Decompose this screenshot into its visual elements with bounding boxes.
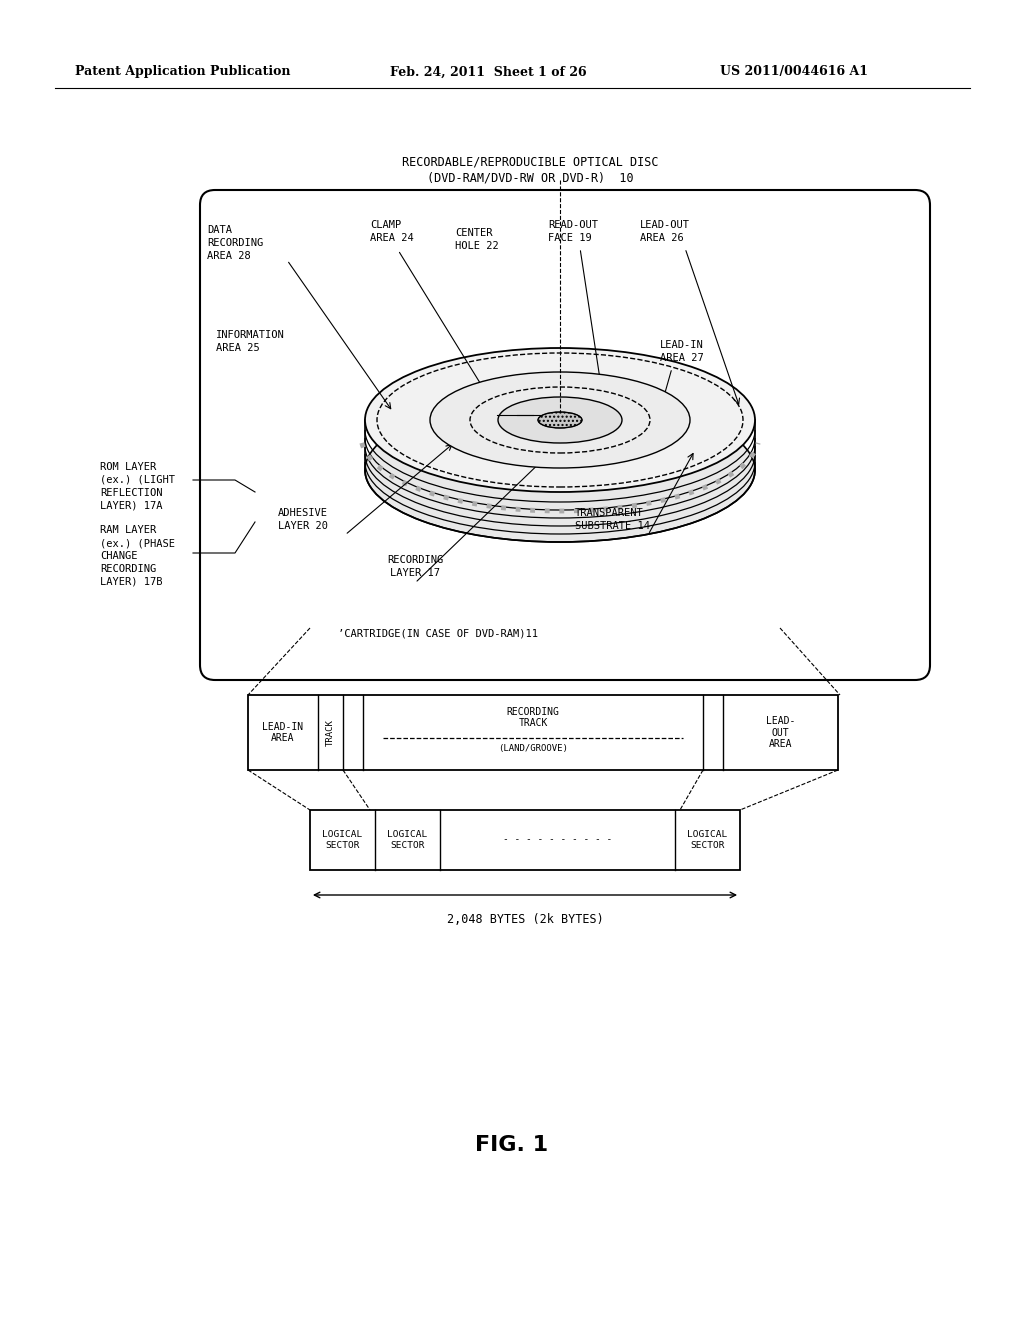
Ellipse shape xyxy=(365,399,755,543)
Ellipse shape xyxy=(498,397,622,444)
Text: LEAD-IN
AREA: LEAD-IN AREA xyxy=(262,722,303,743)
Text: LOGICAL
SECTOR: LOGICAL SECTOR xyxy=(687,830,728,850)
Text: TRACK: TRACK xyxy=(326,719,335,746)
Text: LAYER 20: LAYER 20 xyxy=(278,521,328,531)
Text: CENTER: CENTER xyxy=(455,228,493,238)
Text: FACE 19: FACE 19 xyxy=(548,234,592,243)
Text: HOLE 22: HOLE 22 xyxy=(455,242,499,251)
Text: CLAMP: CLAMP xyxy=(370,220,401,230)
Text: ADHESIVE: ADHESIVE xyxy=(278,508,328,517)
Text: LAYER) 17A: LAYER) 17A xyxy=(100,502,163,511)
Text: (DVD-RAM/DVD-RW OR DVD-R)  10: (DVD-RAM/DVD-RW OR DVD-R) 10 xyxy=(427,172,633,185)
Text: LAYER) 17B: LAYER) 17B xyxy=(100,577,163,587)
Text: LOGICAL
SECTOR: LOGICAL SECTOR xyxy=(387,830,428,850)
Text: LEAD-OUT: LEAD-OUT xyxy=(640,220,690,230)
Bar xyxy=(248,696,838,770)
Text: RECORDING: RECORDING xyxy=(100,564,157,574)
Text: RECORDING
TRACK: RECORDING TRACK xyxy=(507,706,559,729)
Bar xyxy=(310,810,740,870)
Text: RAM LAYER: RAM LAYER xyxy=(100,525,157,535)
Text: (ex.) (PHASE: (ex.) (PHASE xyxy=(100,539,175,548)
Text: AREA 27: AREA 27 xyxy=(660,352,703,363)
Text: (ex.) (LIGHT: (ex.) (LIGHT xyxy=(100,475,175,484)
Text: LEAD-IN: LEAD-IN xyxy=(660,341,703,350)
Text: AREA 26: AREA 26 xyxy=(640,234,684,243)
Text: REFLECTION: REFLECTION xyxy=(100,488,163,498)
Text: US 2011/0044616 A1: US 2011/0044616 A1 xyxy=(720,66,868,78)
Text: AREA 24: AREA 24 xyxy=(370,234,414,243)
Text: AREA 28: AREA 28 xyxy=(207,251,251,261)
Text: Feb. 24, 2011  Sheet 1 of 26: Feb. 24, 2011 Sheet 1 of 26 xyxy=(390,66,587,78)
Ellipse shape xyxy=(538,412,582,428)
Ellipse shape xyxy=(365,348,755,492)
Text: LOGICAL
SECTOR: LOGICAL SECTOR xyxy=(323,830,362,850)
Text: INFORMATION: INFORMATION xyxy=(216,330,285,341)
Text: SUBSTRATE 14: SUBSTRATE 14 xyxy=(575,521,650,531)
Text: RECORDING: RECORDING xyxy=(207,238,263,248)
Text: - - - - - - - - - -: - - - - - - - - - - xyxy=(503,836,612,845)
Text: (LAND/GROOVE): (LAND/GROOVE) xyxy=(498,744,568,754)
Text: RECORDING: RECORDING xyxy=(387,554,443,565)
Ellipse shape xyxy=(430,372,690,469)
Text: 2,048 BYTES (2k BYTES): 2,048 BYTES (2k BYTES) xyxy=(446,913,603,927)
Text: FIG. 1: FIG. 1 xyxy=(475,1135,549,1155)
Text: ʼCARTRIDGE(IN CASE OF DVD-RAM)11: ʼCARTRIDGE(IN CASE OF DVD-RAM)11 xyxy=(338,628,538,638)
Text: TRANSPARENT: TRANSPARENT xyxy=(575,508,644,517)
Text: LAYER 17: LAYER 17 xyxy=(390,568,440,578)
Text: AREA 25: AREA 25 xyxy=(216,343,260,352)
Text: LEAD-
OUT
AREA: LEAD- OUT AREA xyxy=(766,715,796,750)
Text: ROM LAYER: ROM LAYER xyxy=(100,462,157,473)
Text: READ-OUT: READ-OUT xyxy=(548,220,598,230)
FancyBboxPatch shape xyxy=(200,190,930,680)
Text: RECORDABLE/REPRODUCIBLE OPTICAL DISC: RECORDABLE/REPRODUCIBLE OPTICAL DISC xyxy=(401,156,658,169)
Text: CHANGE: CHANGE xyxy=(100,550,137,561)
Text: Patent Application Publication: Patent Application Publication xyxy=(75,66,291,78)
Text: DATA: DATA xyxy=(207,224,232,235)
